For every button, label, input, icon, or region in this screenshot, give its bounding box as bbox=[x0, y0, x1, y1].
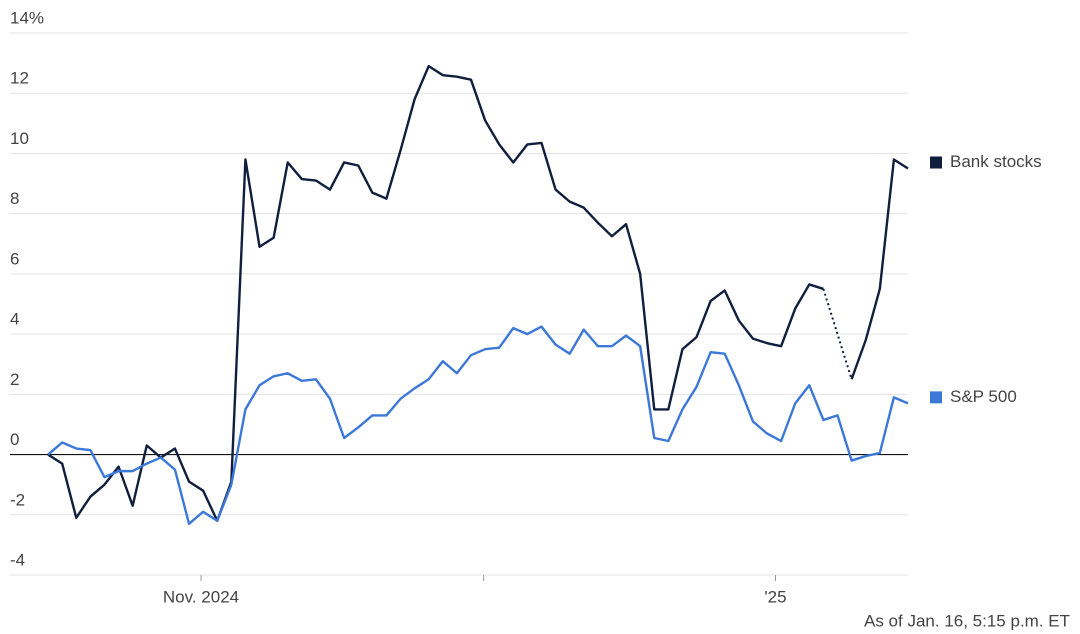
gap-connector bbox=[822, 288, 853, 380]
series-line bbox=[47, 325, 909, 526]
y-tick-label: 0 bbox=[10, 430, 19, 449]
y-tick-label: 14% bbox=[10, 8, 44, 27]
x-tick-label: Nov. 2024 bbox=[163, 587, 239, 606]
legend-swatch bbox=[930, 391, 942, 404]
y-tick-label: 12 bbox=[10, 69, 29, 88]
legend-swatch bbox=[930, 156, 942, 169]
legend-label: S&P 500 bbox=[950, 387, 1017, 406]
y-tick-label: 6 bbox=[10, 249, 19, 268]
y-tick-label: -2 bbox=[10, 490, 25, 509]
legend-label: Bank stocks bbox=[950, 152, 1042, 171]
y-tick-label: 10 bbox=[10, 129, 29, 148]
y-tick-label: 4 bbox=[10, 310, 19, 329]
y-tick-label: -4 bbox=[10, 550, 25, 569]
series-line bbox=[47, 64, 824, 522]
series-line bbox=[850, 158, 909, 380]
y-tick-label: 8 bbox=[10, 189, 19, 208]
footnote: As of Jan. 16, 5:15 p.m. ET bbox=[864, 611, 1070, 630]
y-tick-label: 2 bbox=[10, 370, 19, 389]
x-tick-label: '25 bbox=[764, 587, 786, 606]
